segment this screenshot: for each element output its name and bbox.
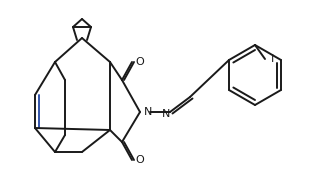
Text: N: N bbox=[162, 109, 170, 119]
Text: O: O bbox=[136, 57, 144, 67]
Text: N: N bbox=[144, 107, 152, 117]
Text: I: I bbox=[271, 54, 274, 64]
Text: O: O bbox=[136, 155, 144, 165]
